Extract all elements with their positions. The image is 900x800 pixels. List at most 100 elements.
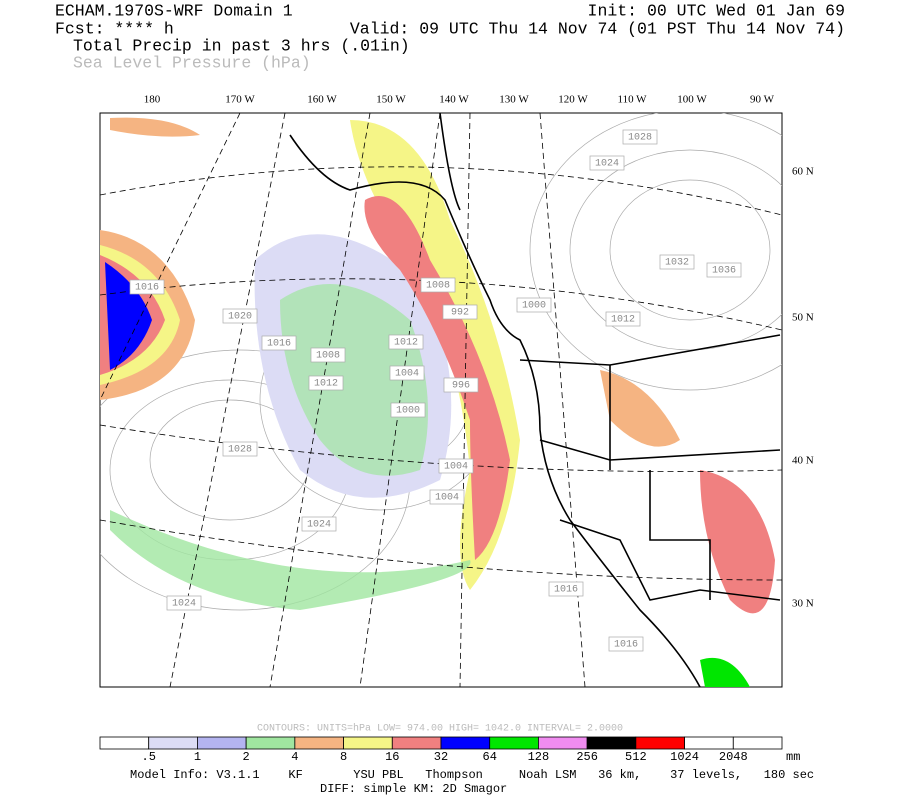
forecast-hour: Fcst: **** h [55,19,174,38]
lon-label: 120 W [558,94,588,106]
colorbar-label: 32 [434,750,448,764]
contour-label-box [516,297,552,313]
contour-label: 1016 [554,585,578,596]
colorbar-label: 1024 [670,750,699,764]
colorbar-label: 512 [625,750,647,764]
colorbar-box [586,736,637,750]
contour-label: 1004 [395,369,419,380]
contour-label-box [310,347,346,363]
contour-label: 1016 [135,283,159,294]
contour-label-box [706,262,742,278]
contour-label-box [308,375,344,391]
contour-label: 1032 [665,258,689,269]
contour-label: 1012 [611,315,635,326]
contour-label-box [129,279,165,295]
colorbar: .5 1 2 4 8 16 32 64 128 256 512 1024 2048 mm [99,736,800,764]
contour-label: 1008 [316,351,340,362]
lon-label: 150 W [376,94,406,106]
colorbar-box [440,736,491,750]
colorbar-unit: mm [786,750,800,764]
contour-label-box [659,254,695,270]
contour-label-box [301,516,337,532]
colorbar-label: 4 [291,750,298,764]
contour-label-box [222,441,258,457]
contour-label-box [420,277,456,293]
contour-label-box [608,636,644,652]
contour-label-box [438,458,474,474]
colorbar-box [148,736,198,750]
contour-label-box [389,365,425,381]
contour-label: 1024 [307,520,331,531]
contour-label: 1028 [228,445,252,456]
colorbar-box [732,736,783,750]
contour-label-box [443,377,479,393]
contour-label-box [222,308,258,324]
contour-label-box [429,489,465,505]
field-primary: Total Precip in past 3 hrs (.01in) [73,36,410,55]
contour-label: 1016 [614,640,638,651]
coastlines [289,113,781,687]
lon-label: 90 W [750,94,775,106]
valid-time: Valid: 09 UTC Thu 14 Nov 74 (01 PST Thu … [350,19,845,38]
colorbar-box [245,736,296,750]
diff-info: DIFF: simple KM: 2D Smagor [320,782,507,796]
lat-label: 40 N [792,455,814,467]
lon-label: 130 W [499,94,529,106]
contour-label: 1036 [712,266,736,277]
precip [100,117,775,687]
lon-label: 140 W [439,94,469,106]
lat-label: 30 N [792,598,814,610]
contour-label-box [388,334,424,350]
contour-label: 1008 [426,281,450,292]
contour-label: 1004 [444,462,468,473]
lon-label: 160 W [307,94,337,106]
colorbar-label: .5 [142,750,156,764]
colorbar-label: 8 [340,750,347,764]
contour-label: 1004 [435,493,459,504]
colorbar-box [635,736,685,750]
contour-label-box [622,129,658,145]
colorbar-label: 256 [576,750,598,764]
contour-label: 1000 [522,301,546,312]
colorbar-label: 128 [528,750,550,764]
lon-label: 100 W [677,94,707,106]
colorbar-box [489,736,539,750]
contour-label: 1028 [628,133,652,144]
contour-label: 1012 [314,379,338,390]
contour-label: 996 [452,381,470,392]
title: ECHAM.1970S-WRF Domain 1 [55,1,293,20]
contour-label-box [548,581,584,597]
lon-label: 180 [144,94,161,106]
contour-label-box [605,311,641,327]
contour-label-box [589,155,625,171]
contour-label: 1020 [228,312,252,323]
colorbar-box [391,736,442,750]
colorbar-label: 64 [483,750,497,764]
contour-label-box [390,402,426,418]
colorbar-box [99,736,150,750]
lon-label: 110 W [617,94,647,106]
contour-info: CONTOURS: UNITS=hPa LOW= 974.00 HIGH= 10… [257,723,623,735]
contour-label-box [442,304,478,320]
contour-label: 1000 [396,406,420,417]
colorbar-label: 16 [385,750,399,764]
contour-label: 1016 [267,339,291,350]
contour-label: 1024 [595,159,619,170]
contour-label-box [261,335,297,351]
colorbar-box [294,736,344,750]
field-secondary: Sea Level Pressure (hPa) [73,53,311,72]
colorbar-label: 1 [194,750,201,764]
model-info: Model Info: V3.1.1 KF YSU PBL Thompson N… [130,768,814,782]
contour-label: 992 [451,308,469,319]
contour-label: 1024 [172,599,196,610]
contour-label: 1012 [394,338,418,349]
init-time: Init: 00 UTC Wed 01 Jan 69 [588,1,845,20]
map-area [99,112,783,688]
lat-label: 60 N [792,166,814,178]
colorbar-box [343,736,393,750]
colorbar-box [538,736,588,750]
colorbar-label: 2 [243,750,250,764]
contour-label-box [166,595,202,611]
